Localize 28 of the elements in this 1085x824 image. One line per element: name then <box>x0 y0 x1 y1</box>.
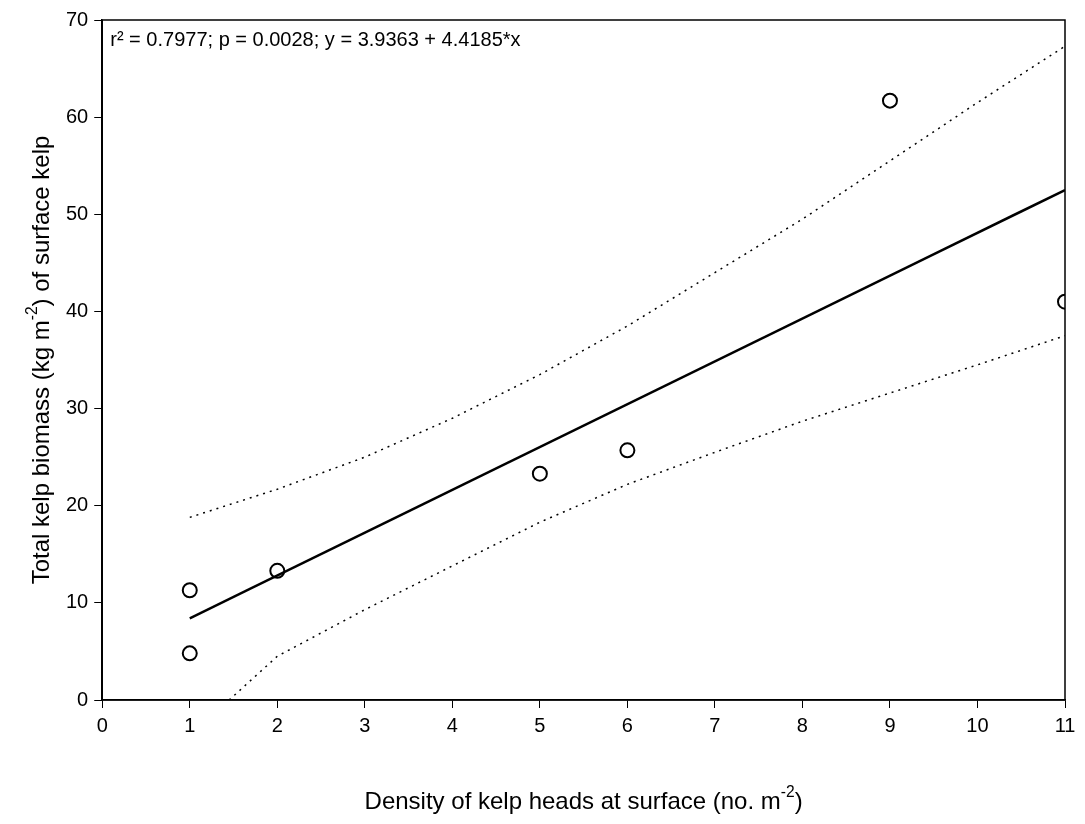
y-tick-label: 30 <box>66 396 89 419</box>
x-tick-label: 1 <box>184 713 196 736</box>
y-axis-title: Total kelp biomass (kg m-2) of surface kelp <box>22 135 54 585</box>
x-tick-label: 11 <box>1054 713 1076 736</box>
y-tick-label: 20 <box>66 493 89 516</box>
y-tick-label: 50 <box>66 201 89 224</box>
x-tick-label: 7 <box>709 713 721 736</box>
point <box>619 442 636 459</box>
x-tick-label: 4 <box>446 713 458 736</box>
y-tick-label: 70 <box>66 7 89 30</box>
x-tick-label: 8 <box>796 713 808 736</box>
y-tick-label: 0 <box>77 687 89 710</box>
y-tick-label: 40 <box>66 298 89 321</box>
x-tick-label: 0 <box>96 713 108 736</box>
y-tick-label: 60 <box>66 104 89 127</box>
y-tick-label: 10 <box>66 590 89 613</box>
x-tick-label: 10 <box>966 713 989 736</box>
annotation: r² = 0.7977; p = 0.0028; y = 3.9363 + 4.4185*x <box>110 27 521 50</box>
point <box>181 645 198 662</box>
x-tick-label: 3 <box>359 713 371 736</box>
x-tick-label: 6 <box>621 713 633 736</box>
x-tick-label: 9 <box>884 713 896 736</box>
point <box>531 465 548 482</box>
point <box>269 562 286 579</box>
point <box>881 92 898 109</box>
point <box>181 582 198 599</box>
x-tick-label: 5 <box>534 713 546 736</box>
x-tick-label: 2 <box>271 713 283 736</box>
